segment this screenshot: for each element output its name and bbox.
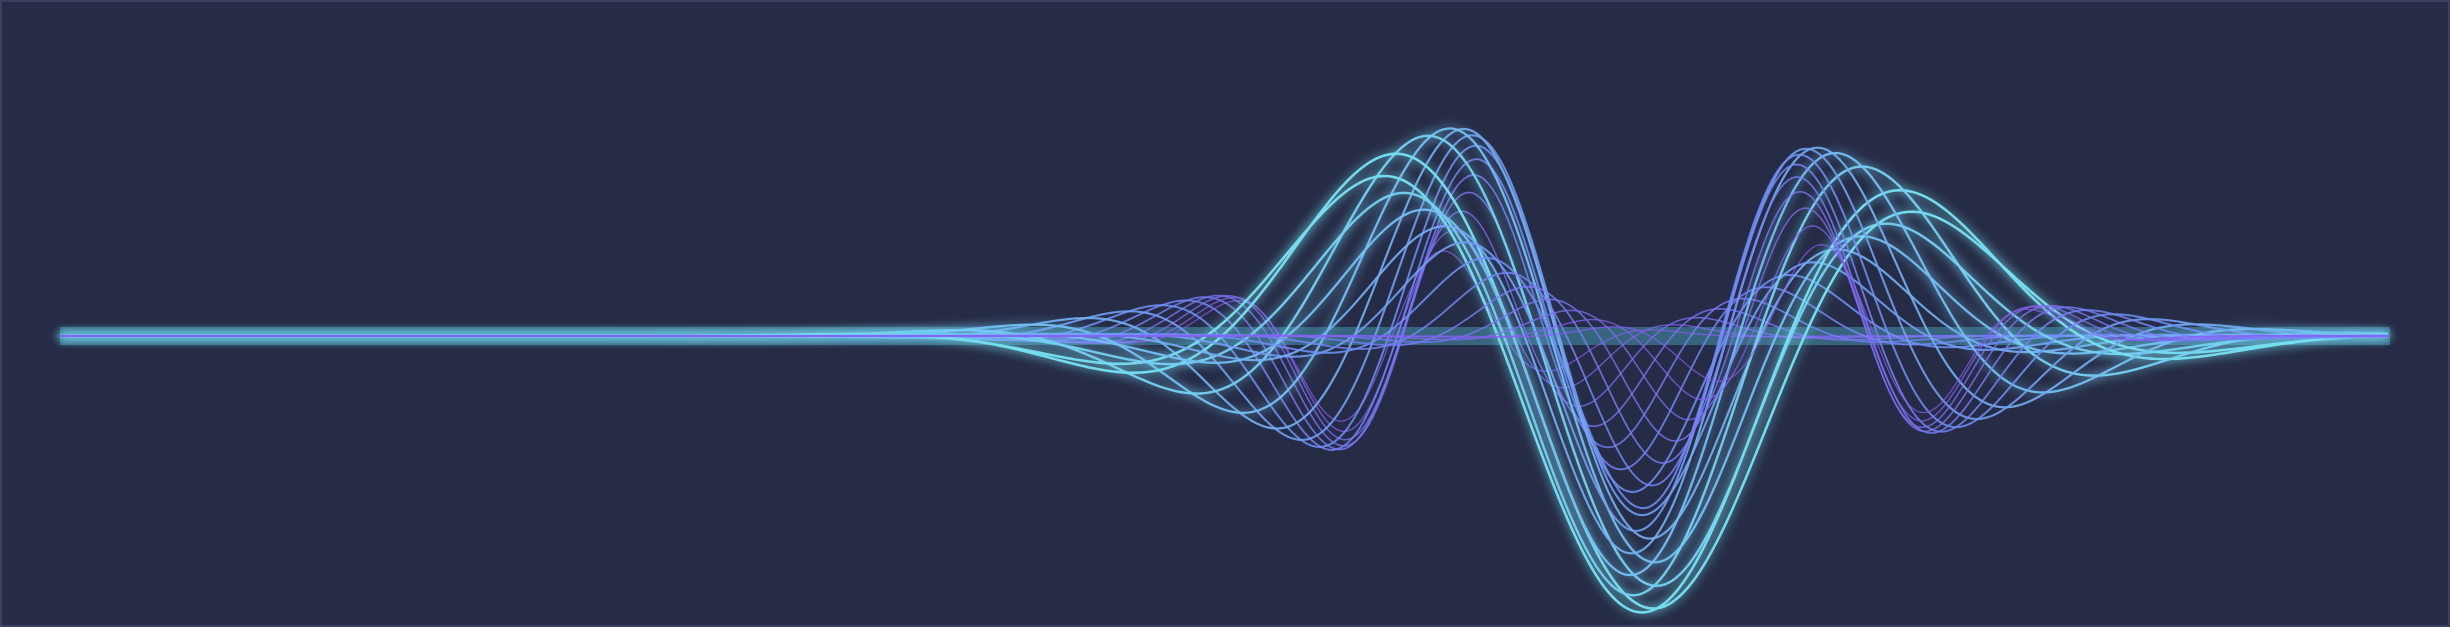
wave-line xyxy=(60,191,2388,447)
wave-line xyxy=(60,176,2389,464)
wave-line xyxy=(60,174,2388,451)
wave-line xyxy=(60,165,2389,597)
wave-line xyxy=(60,174,2389,614)
wave-lines-group xyxy=(60,127,2389,614)
wave-line xyxy=(60,144,2388,493)
wave-line xyxy=(60,163,2388,487)
wave-line xyxy=(60,134,2388,517)
wave-line xyxy=(60,158,2388,471)
wave-line xyxy=(60,210,2388,441)
wave-line xyxy=(60,134,2388,588)
wave-line xyxy=(60,151,2389,577)
wave-line xyxy=(60,244,2388,414)
wave-line xyxy=(60,152,2389,610)
